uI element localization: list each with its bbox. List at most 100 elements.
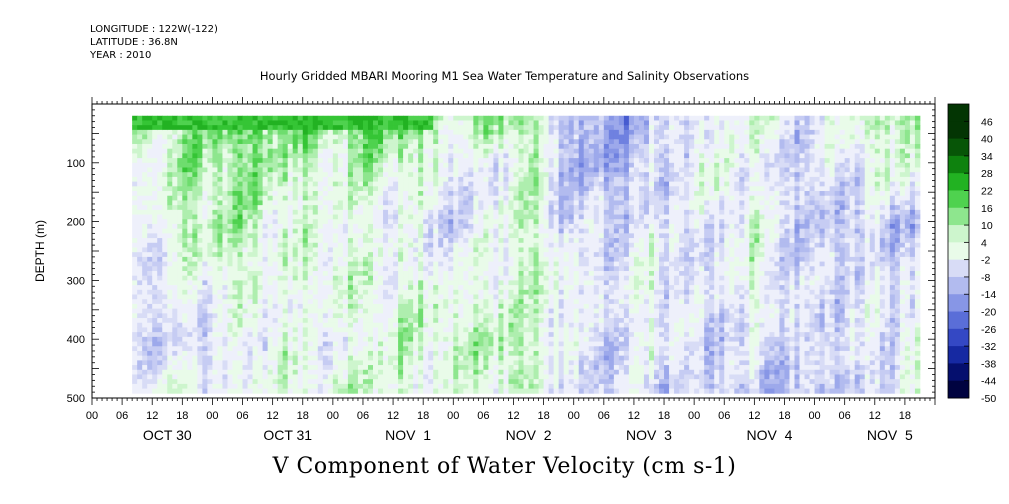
field-cell [503, 280, 509, 286]
field-cell [272, 266, 279, 272]
field-cell [523, 256, 529, 262]
field-cell [503, 125, 509, 131]
field-cell [458, 318, 464, 324]
field-cell [167, 233, 173, 239]
field-cell [277, 148, 284, 154]
field-cell [312, 275, 319, 281]
field-cell [458, 289, 464, 295]
field-cell [503, 115, 509, 121]
field-cell [317, 148, 324, 154]
field-cell [498, 303, 504, 310]
field-cell [408, 167, 414, 173]
field-cell [458, 336, 464, 342]
field-cell [232, 139, 238, 145]
field-cell [513, 219, 519, 225]
field-cell [217, 360, 223, 366]
field-cell [172, 322, 178, 328]
field-cell [232, 270, 238, 277]
field-cell [498, 266, 504, 272]
field-cell [468, 195, 474, 201]
field-cell [292, 200, 299, 206]
field-cell [418, 205, 424, 211]
field-cell [493, 242, 499, 248]
field-cell [172, 299, 178, 305]
field-cell [307, 148, 314, 154]
field-cell [478, 299, 484, 305]
field-cell [252, 125, 258, 131]
field-cell [423, 313, 429, 319]
field-cell [528, 294, 534, 300]
field-cell [167, 153, 173, 159]
field-cell [327, 247, 334, 253]
field-cell [528, 134, 534, 140]
field-cell [518, 205, 524, 211]
field-cell [468, 266, 474, 272]
field-cell [367, 332, 374, 338]
field-cell [137, 308, 143, 314]
field-cell [413, 219, 419, 225]
field-cell [287, 134, 294, 140]
field-cell [518, 313, 524, 319]
field-cell [302, 313, 309, 319]
field-cell [548, 214, 555, 220]
field-cell [327, 256, 334, 262]
field-cell [287, 200, 294, 206]
field-cell [157, 294, 163, 300]
field-cell [342, 209, 349, 215]
field-cell [297, 365, 304, 371]
field-cell [197, 238, 203, 244]
field-cell [157, 261, 163, 267]
field-cell [182, 223, 188, 230]
field-cell [448, 209, 454, 215]
field-cell [533, 322, 539, 328]
field-cell [132, 238, 138, 244]
field-cell [147, 346, 153, 352]
field-cell [187, 261, 193, 267]
field-cell [272, 214, 279, 220]
field-cell [408, 379, 414, 385]
field-cell [538, 162, 545, 168]
field-cell [413, 176, 419, 183]
field-cell [192, 115, 198, 121]
field-cell [398, 327, 404, 333]
field-cell [332, 120, 339, 126]
field-cell [533, 252, 539, 258]
field-cell [307, 289, 314, 295]
field-cell [418, 158, 424, 164]
field-cell [367, 238, 374, 244]
year-label: YEAR : 2010 [90, 50, 152, 61]
field-cell [332, 369, 339, 375]
field-cell [373, 261, 379, 267]
field-cell [242, 176, 248, 183]
field-cell [277, 270, 284, 277]
field-cell [272, 341, 279, 347]
field-cell [423, 327, 429, 333]
field-cell [247, 181, 253, 187]
field-cell [287, 308, 294, 314]
field-cell [553, 191, 560, 197]
field-cell [312, 120, 319, 126]
field-cell [528, 214, 534, 220]
field-cell [458, 186, 464, 192]
field-cell [332, 327, 339, 333]
field-cell [197, 256, 203, 262]
field-cell [282, 247, 289, 253]
field-cell [483, 350, 489, 357]
field-cell [132, 125, 138, 131]
field-cell [352, 308, 359, 314]
field-cell [287, 365, 294, 371]
field-cell [508, 360, 514, 366]
field-cell [367, 148, 374, 154]
field-cell [292, 191, 299, 197]
field-cell [222, 223, 228, 230]
field-cell [332, 289, 339, 295]
field-cell [428, 125, 434, 131]
field-cell [463, 115, 469, 121]
field-cell [297, 350, 304, 357]
field-cell [357, 360, 364, 366]
field-cell [513, 379, 519, 385]
field-cell [207, 360, 213, 366]
field-cell [352, 238, 359, 244]
field-cell [167, 322, 173, 328]
field-cell [453, 148, 459, 154]
